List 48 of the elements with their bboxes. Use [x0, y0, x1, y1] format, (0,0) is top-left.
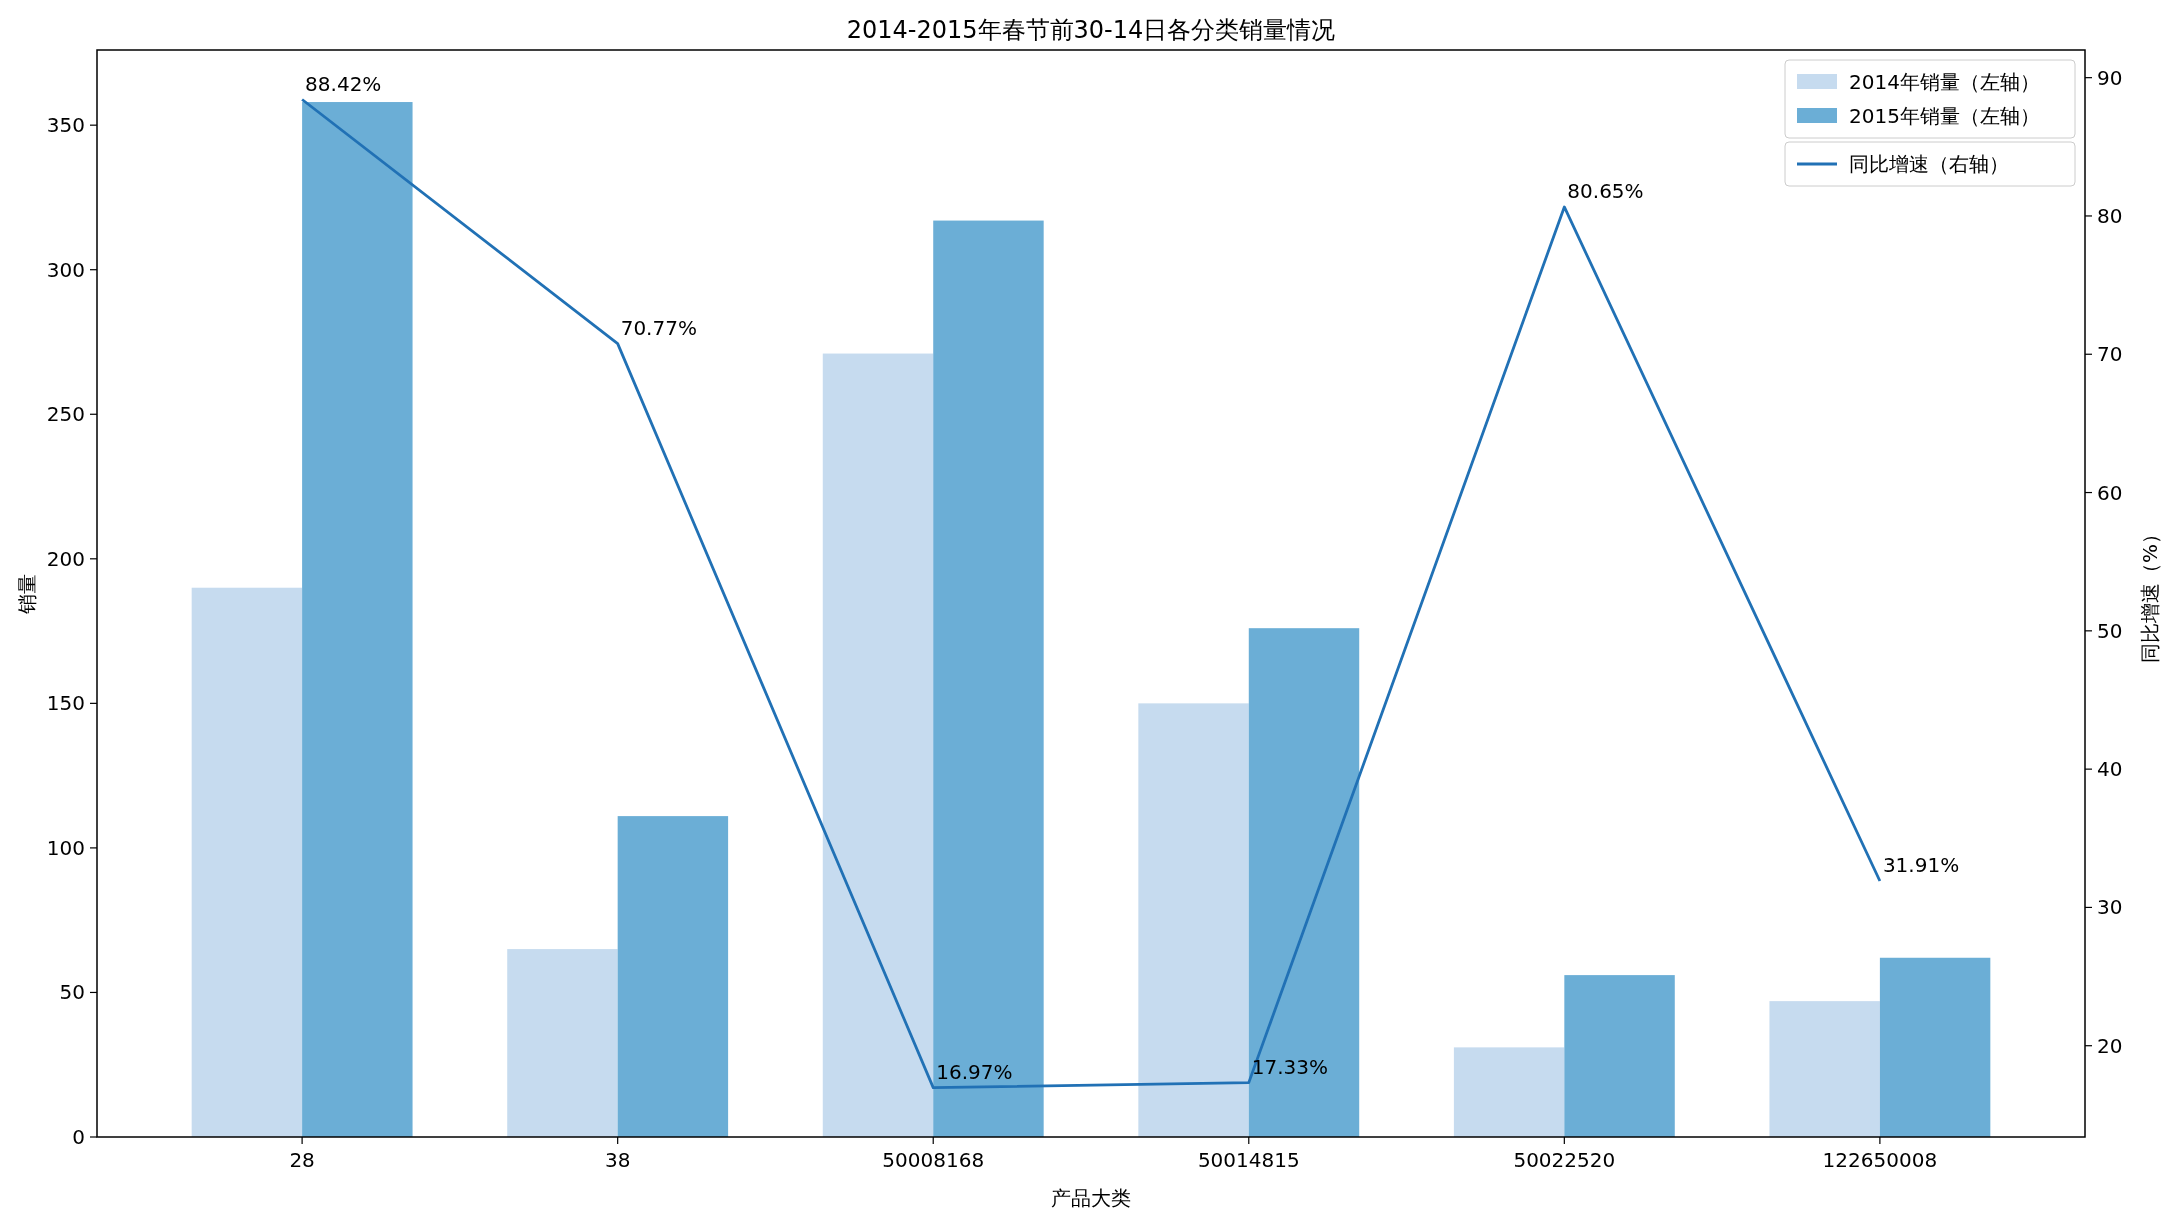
y-tick-label: 150	[46, 691, 85, 716]
y2-axis-title: 同比增速（%）	[2138, 523, 2162, 664]
y-tick-label: 0	[72, 1125, 85, 1149]
x-tick-label: 122650008	[1822, 1148, 1938, 1172]
x-tick-label: 50008168	[882, 1148, 985, 1172]
bar	[191, 587, 303, 1137]
y-tick-label: 50	[59, 980, 85, 1005]
data-label: 80.65%	[1567, 178, 1644, 203]
y-tick-label: 350	[46, 113, 85, 138]
y-axis-title: 销量	[15, 573, 39, 615]
legend-label: 同比增速（右轴）	[1849, 152, 2009, 176]
x-axis-title: 产品大类	[1051, 1186, 1131, 1210]
bar	[822, 353, 934, 1137]
data-label: 16.97%	[936, 1059, 1013, 1084]
bar	[1138, 703, 1249, 1137]
x-tick-label: 50014815	[1197, 1148, 1300, 1172]
y2-tick-label: 30	[2097, 895, 2123, 920]
bar	[1879, 957, 1991, 1137]
y2-tick-label: 50	[2097, 618, 2123, 643]
x-tick-label: 38	[604, 1148, 631, 1172]
y-tick-label: 200	[46, 546, 85, 571]
y2-tick-label: 90	[2097, 65, 2123, 90]
y-tick-label: 300	[46, 257, 85, 282]
y2-tick-label: 40	[2097, 757, 2123, 782]
data-label: 17.33%	[1251, 1054, 1329, 1079]
legend: 同比增速（右轴）	[1784, 141, 2076, 187]
x-tick-label: 28	[289, 1148, 315, 1172]
data-label: 70.77%	[620, 315, 697, 340]
bar	[1564, 975, 1675, 1137]
y2-tick-label: 80	[2097, 203, 2123, 228]
y-tick-label: 250	[46, 402, 85, 427]
bar	[1769, 1001, 1880, 1137]
bar	[933, 220, 1044, 1137]
y2-tick-label: 70	[2097, 342, 2123, 367]
y-tick-label: 100	[46, 835, 85, 860]
x-tick-label: 50022520	[1513, 1148, 1616, 1172]
bar	[1248, 628, 1360, 1137]
bar	[302, 102, 413, 1137]
y2-tick-label: 60	[2097, 480, 2123, 505]
chart-title: 2014-2015年春节前30-14日各分类销量情况	[846, 16, 1336, 44]
y2-tick-label: 20	[2097, 1033, 2123, 1058]
bar	[1453, 1047, 1565, 1137]
data-label: 31.91%	[1882, 853, 1960, 878]
data-label: 88.42%	[305, 71, 382, 96]
legend-label: 2015年销量（左轴）	[1849, 104, 2040, 128]
legend-label: 2014年销量（左轴）	[1849, 70, 2040, 94]
bar	[617, 816, 729, 1137]
bar	[507, 949, 618, 1137]
